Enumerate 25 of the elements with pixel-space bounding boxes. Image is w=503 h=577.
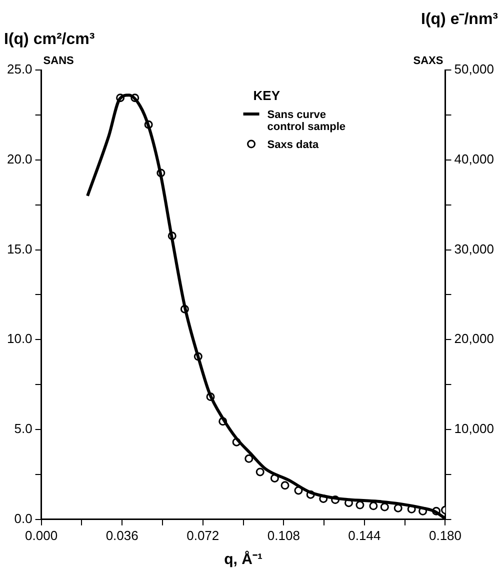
y-tick-label: 0.0 [14, 510, 32, 526]
y2-tick-label: 40,000 [454, 151, 494, 166]
x-tick-label: 0.144 [348, 528, 381, 543]
text: SANS [43, 55, 74, 67]
y-tick-label: 25.0 [6, 62, 32, 77]
x-tick-label: 0.000 [25, 528, 58, 543]
y-tick-label: 10.0 [6, 331, 32, 346]
y2-axis-title: I(q) e⁻/nm³ [421, 11, 498, 28]
y-tick-label: 20.0 [6, 151, 32, 166]
legend-title: KEY [253, 88, 280, 103]
legend-label: Saxs data [267, 139, 320, 151]
legend-label: Sans curve control sample [267, 109, 346, 133]
x-tick-label: 0.072 [186, 528, 220, 543]
x-tick-label: 0.108 [267, 528, 300, 543]
y-tick-label: 15.0 [6, 241, 32, 256]
y2-tick-label: 50,000 [454, 62, 494, 77]
x-axis-title: q, Å⁻¹ [224, 550, 262, 568]
y-axis-title: I(q) cm²/cm³ [4, 31, 95, 48]
x-tick-label: 0.180 [428, 528, 462, 543]
text: SAXS [413, 55, 444, 67]
y-tick-label: 5.0 [14, 421, 32, 436]
x-tick-label: 0.036 [106, 528, 138, 543]
y2-tick-label: 10,000 [454, 421, 494, 436]
y2-tick-label: 30,000 [454, 241, 494, 256]
y2-tick-label: 20,000 [454, 331, 494, 346]
